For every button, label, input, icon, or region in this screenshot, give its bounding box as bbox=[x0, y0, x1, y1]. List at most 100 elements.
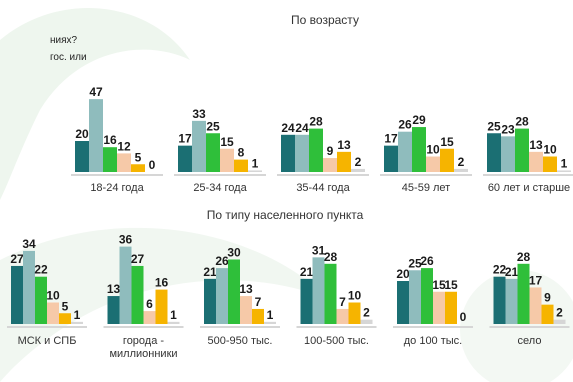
question-fragment-line1: ниях? bbox=[50, 35, 78, 46]
bar bbox=[216, 268, 228, 324]
bar bbox=[119, 246, 132, 324]
data-label: 28 bbox=[324, 250, 338, 264]
data-label: 2 bbox=[363, 306, 370, 320]
data-label: 25 bbox=[487, 119, 501, 133]
data-label: 1 bbox=[170, 308, 177, 322]
bar bbox=[529, 287, 542, 324]
group-separator bbox=[483, 174, 573, 176]
bar bbox=[11, 265, 23, 324]
bar bbox=[103, 147, 117, 172]
background-swoosh-bottom bbox=[0, 227, 330, 382]
bar bbox=[337, 151, 351, 172]
bar bbox=[155, 289, 168, 324]
data-label: 34 bbox=[22, 237, 36, 251]
bar bbox=[204, 278, 216, 324]
bar bbox=[360, 319, 373, 324]
data-label: 5 bbox=[135, 150, 142, 164]
data-label: 21 bbox=[300, 265, 314, 279]
bar bbox=[309, 128, 323, 172]
bar bbox=[220, 148, 234, 172]
category-label: до 100 тыс. bbox=[404, 335, 463, 347]
category-label: 45-59 лет bbox=[402, 182, 450, 194]
data-label: 28 bbox=[517, 250, 531, 264]
data-label: 29 bbox=[412, 113, 426, 127]
background-swoosh-top bbox=[0, 7, 190, 200]
data-label: 16 bbox=[155, 276, 169, 290]
bar bbox=[71, 321, 83, 324]
data-label: 33 bbox=[192, 107, 206, 121]
bar bbox=[398, 131, 412, 172]
category-label: 500-950 тыс. bbox=[208, 335, 273, 347]
data-label: 30 bbox=[227, 246, 241, 260]
bar bbox=[493, 276, 506, 324]
bar bbox=[295, 134, 309, 172]
data-label: 12 bbox=[117, 139, 131, 153]
group-separator bbox=[7, 326, 87, 328]
data-label: 17 bbox=[178, 132, 192, 146]
bar bbox=[264, 321, 276, 324]
bar bbox=[47, 302, 59, 324]
data-label: 0 bbox=[149, 158, 156, 172]
bar bbox=[117, 153, 131, 172]
data-label: 2 bbox=[458, 155, 465, 169]
bar bbox=[454, 168, 468, 172]
bar bbox=[421, 268, 433, 324]
question-fragment-line2: гос. или bbox=[50, 52, 87, 63]
bar bbox=[440, 148, 454, 172]
bar bbox=[89, 99, 103, 172]
data-label: 6 bbox=[146, 297, 153, 311]
data-label: 1 bbox=[74, 308, 81, 322]
bar bbox=[131, 164, 145, 172]
category-label: 100-500 тыс. bbox=[304, 335, 369, 347]
data-label: 26 bbox=[215, 254, 229, 268]
bar bbox=[397, 281, 409, 324]
bar bbox=[35, 276, 47, 324]
chart-title: По типу населенного пункта bbox=[207, 208, 364, 222]
data-label: 9 bbox=[544, 291, 551, 305]
category-label: города -миллионники bbox=[109, 335, 177, 360]
data-label: 15 bbox=[440, 135, 454, 149]
data-label: 7 bbox=[255, 295, 262, 309]
group-separator bbox=[174, 174, 266, 176]
data-label: 10 bbox=[426, 143, 440, 157]
bar bbox=[515, 128, 529, 172]
data-label: 23 bbox=[501, 122, 515, 136]
data-label: 10 bbox=[543, 143, 557, 157]
bar bbox=[107, 296, 120, 324]
bar bbox=[557, 170, 571, 172]
bar bbox=[131, 265, 144, 324]
group-separator bbox=[103, 326, 184, 328]
bar bbox=[143, 311, 156, 324]
data-label: 24 bbox=[281, 121, 295, 135]
bar bbox=[240, 296, 252, 324]
data-label: 27 bbox=[10, 252, 24, 266]
bar bbox=[505, 278, 518, 324]
data-label: 25 bbox=[206, 119, 220, 133]
data-label: 28 bbox=[515, 115, 529, 129]
bar bbox=[312, 257, 325, 324]
data-label: 1 bbox=[561, 156, 568, 170]
data-label: 2 bbox=[556, 306, 563, 320]
bar bbox=[300, 278, 313, 324]
data-label: 25 bbox=[408, 256, 422, 270]
category-label: 35-44 года bbox=[296, 182, 350, 194]
bar bbox=[553, 319, 566, 324]
data-label: 8 bbox=[238, 146, 245, 160]
data-label: 10 bbox=[46, 289, 60, 303]
category-label: село bbox=[518, 335, 542, 347]
bar bbox=[487, 133, 501, 172]
data-label: 31 bbox=[312, 243, 326, 257]
data-label: 47 bbox=[89, 85, 103, 99]
data-label: 5 bbox=[62, 299, 69, 313]
bar bbox=[348, 302, 361, 324]
bar bbox=[59, 313, 71, 324]
bar bbox=[543, 156, 557, 172]
data-label: 24 bbox=[295, 121, 309, 135]
bar bbox=[517, 263, 530, 324]
data-label: 15 bbox=[444, 278, 458, 292]
bar bbox=[192, 120, 206, 172]
data-label: 21 bbox=[203, 265, 217, 279]
data-label: 26 bbox=[398, 118, 412, 132]
chart-title: По возрасту bbox=[291, 13, 359, 27]
